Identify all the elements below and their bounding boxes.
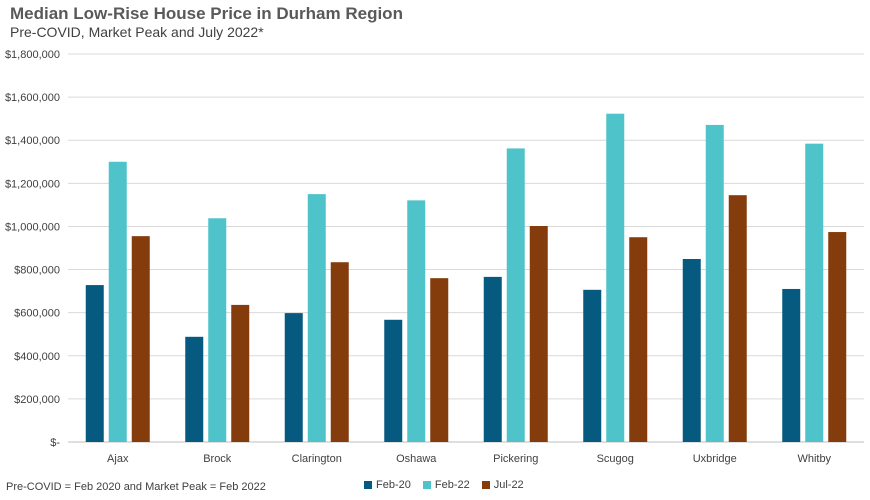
bar-chart: $- $200,000 $400,000 $600,000 $800,000 $1,000… — [5, 49, 864, 465]
y-tick-label: $1,400,000 — [5, 135, 60, 147]
y-tick-label: $800,000 — [14, 265, 60, 277]
chart-subtitle: Pre-COVID, Market Peak and July 2022* — [10, 24, 264, 40]
y-tick-label: $1,200,000 — [5, 178, 60, 190]
bar-feb-22-scugog — [606, 113, 625, 442]
bar-jul-22-clarington — [330, 262, 349, 442]
bar-feb-20-clarington — [284, 313, 303, 442]
x-tick-label-oshawa: Oshawa — [396, 453, 437, 465]
x-tick-label-ajax: Ajax — [107, 453, 129, 465]
x-tick-label-brock: Brock — [203, 453, 232, 465]
x-tick-label-whitby: Whitby — [797, 453, 831, 465]
legend-swatch-feb-20 — [364, 481, 372, 489]
bar-feb-22-uxbridge — [705, 124, 724, 442]
y-tick-label: $1,000,000 — [5, 221, 60, 233]
y-tick-label: $200,000 — [14, 394, 60, 406]
bar-feb-20-whitby — [782, 288, 801, 442]
bar-jul-22-scugog — [629, 237, 648, 442]
bar-jul-22-ajax — [131, 236, 150, 442]
chart-legend: Feb-20 Feb-22 Jul-22 — [364, 479, 524, 491]
legend-swatch-feb-22 — [422, 481, 431, 489]
chart-title: Median Low-Rise House Price in Durham Re… — [10, 4, 403, 23]
bar-jul-22-brock — [231, 304, 250, 442]
legend-item-feb-20: Feb-20 — [364, 479, 411, 491]
legend-label-feb-20: Feb-20 — [376, 479, 411, 491]
y-tick-label: $1,600,000 — [5, 92, 60, 104]
bar-feb-22-ajax — [108, 161, 127, 442]
x-tick-label-pickering: Pickering — [493, 453, 538, 465]
bar-feb-22-oshawa — [407, 200, 426, 442]
bar-feb-22-pickering — [506, 148, 525, 442]
y-tick-label: $400,000 — [14, 351, 60, 363]
bar-jul-22-whitby — [828, 232, 847, 442]
bar-jul-22-uxbridge — [728, 195, 747, 442]
bar-feb-20-oshawa — [384, 319, 403, 442]
bar-jul-22-oshawa — [430, 278, 449, 442]
legend-label-feb-22: Feb-22 — [434, 479, 470, 491]
bar-feb-20-brock — [185, 336, 204, 442]
y-tick-label: $600,000 — [14, 308, 60, 320]
legend-item-feb-22: Feb-22 — [422, 479, 470, 491]
legend-swatch-jul-22 — [481, 481, 490, 489]
bar-feb-20-pickering — [483, 276, 502, 442]
chart-footnote: Pre-COVID = Feb 2020 and Market Peak = F… — [6, 481, 266, 493]
bar-feb-22-brock — [208, 218, 227, 442]
bar-feb-20-ajax — [85, 285, 104, 442]
bar-feb-20-scugog — [583, 289, 602, 442]
y-tick-label: $- — [50, 437, 60, 449]
legend-label-jul-22: Jul-22 — [493, 479, 524, 491]
y-tick-label: $1,800,000 — [5, 49, 60, 61]
bar-feb-22-whitby — [805, 143, 824, 442]
bar-jul-22-pickering — [529, 226, 548, 442]
x-tick-label-clarington: Clarington — [292, 453, 342, 465]
bar-feb-20-uxbridge — [682, 258, 701, 442]
legend-item-jul-22: Jul-22 — [481, 479, 524, 491]
bar-feb-22-clarington — [307, 194, 326, 442]
x-tick-label-scugog: Scugog — [597, 453, 634, 465]
x-tick-label-uxbridge: Uxbridge — [693, 453, 737, 465]
